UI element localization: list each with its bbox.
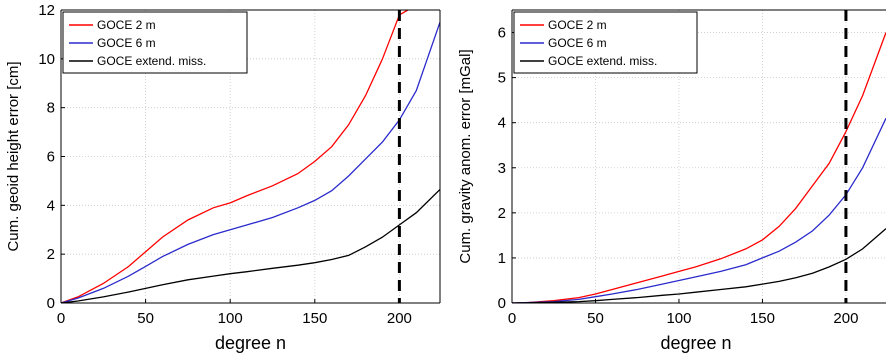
series-line-2 — [512, 228, 886, 303]
x-tick-label: 50 — [137, 310, 154, 327]
x-axis-label: degree n — [215, 333, 286, 353]
x-tick-label: 200 — [833, 310, 858, 327]
x-tick-label: 50 — [587, 310, 604, 327]
legend-label-2: GOCE extend. miss. — [97, 54, 206, 68]
y-axis-label: Cum. geoid height error [cm] — [5, 61, 22, 251]
y-tick-label: 5 — [498, 70, 506, 87]
legend: GOCE 2 m GOCE 6 m GOCE extend. miss. — [513, 11, 698, 74]
series-line-1 — [61, 21, 440, 303]
y-tick-label: 2 — [47, 246, 55, 263]
y-tick-label: 2 — [498, 205, 506, 222]
legend-label-0: GOCE 2 m — [97, 18, 156, 32]
legend-label-1: GOCE 6 m — [548, 36, 607, 50]
legend-label-2: GOCE extend. miss. — [548, 54, 657, 68]
legend-box — [513, 11, 698, 74]
x-tick-label: 0 — [508, 310, 516, 327]
y-tick-label: 4 — [47, 197, 55, 214]
series-line-0 — [61, 10, 409, 303]
y-tick-label: 4 — [498, 115, 506, 132]
legend-label-1: GOCE 6 m — [97, 36, 156, 50]
x-axis-label: degree n — [660, 333, 731, 353]
series-line-2 — [61, 189, 440, 303]
x-tick-label: 150 — [750, 310, 775, 327]
series-line-0 — [512, 32, 886, 303]
x-tick-label: 100 — [218, 310, 243, 327]
legend-label-0: GOCE 2 m — [548, 18, 607, 32]
y-tick-label: 0 — [47, 295, 55, 312]
y-tick-label: 0 — [498, 295, 506, 312]
x-tick-label: 150 — [302, 310, 327, 327]
y-axis-label: Cum. gravity anom. error [mGal] — [457, 49, 474, 263]
legend: GOCE 2 m GOCE 6 m GOCE extend. miss. — [62, 11, 248, 74]
legend-box — [62, 11, 248, 74]
y-tick-label: 12 — [38, 2, 55, 19]
x-tick-label: 0 — [57, 310, 65, 327]
y-tick-label: 1 — [498, 250, 506, 267]
y-tick-label: 6 — [498, 25, 506, 42]
y-tick-label: 10 — [38, 51, 55, 68]
y-tick-label: 3 — [498, 160, 506, 177]
x-tick-label: 200 — [387, 310, 412, 327]
x-tick-label: 100 — [666, 310, 691, 327]
y-tick-label: 8 — [47, 100, 55, 117]
y-tick-label: 6 — [47, 149, 55, 166]
series-line-1 — [512, 117, 886, 303]
